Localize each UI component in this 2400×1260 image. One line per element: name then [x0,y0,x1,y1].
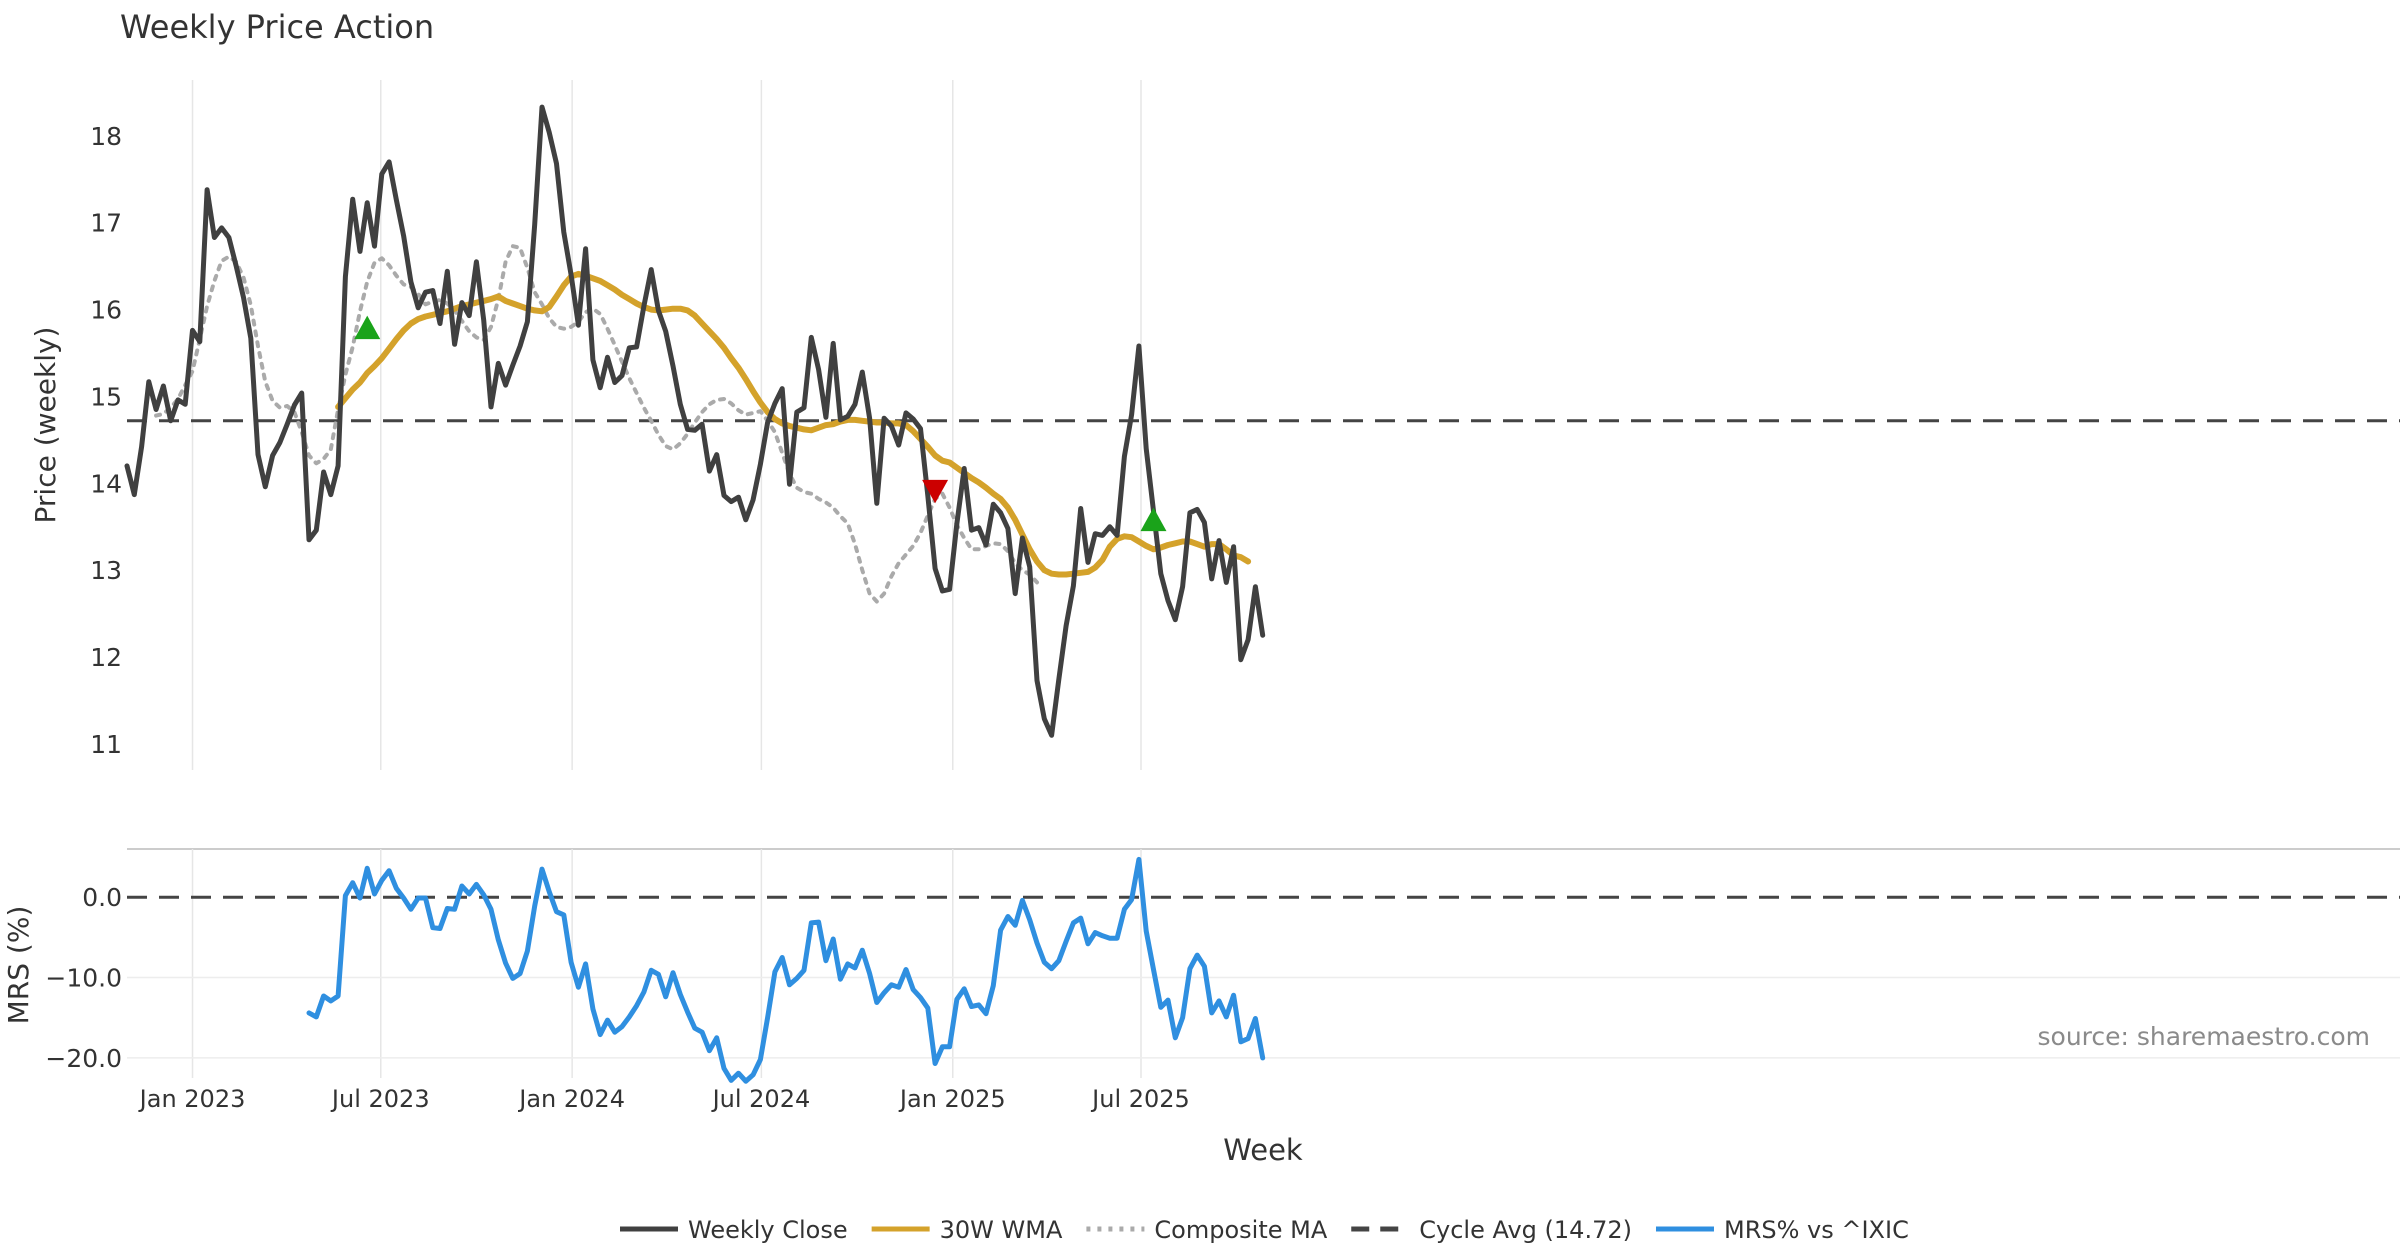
mrs-y-axis-label: MRS (%) [2,906,35,1025]
chart-title: Weekly Price Action [120,8,434,46]
price-y-tick: 15 [90,382,122,411]
legend-label: 30W WMA [940,1216,1063,1244]
price-y-tick: 12 [90,643,122,672]
price-y-tick: 14 [90,469,122,498]
x-tick-label: Jul 2024 [711,1085,811,1113]
sell-signal-marker [922,479,949,504]
mrs-vs-ixic-line [306,856,1266,1084]
price-y-tick: 13 [90,556,122,585]
x-axis-label: Week [1223,1133,1303,1167]
x-tick-labels: Jan 2023 Jul 2023 Jan 2024 Jul 2024 Jan 2025… [138,1085,1190,1113]
x-tick-label: Jan 2024 [517,1085,625,1113]
buy-signal-marker [1140,507,1167,532]
mrs-y-tick: 0.0 [82,883,122,912]
legend-label: Weekly Close [688,1216,848,1244]
buy-signal-marker [354,315,381,340]
weekly-close-line [124,104,1266,738]
x-tick-label: Jul 2023 [330,1085,430,1113]
x-tick-label: Jul 2025 [1090,1085,1190,1113]
mrs-y-tick: −10.0 [45,964,122,993]
price-y-axis-label: Price (weekly) [29,327,62,524]
mrs-series [306,856,1266,1084]
source-watermark: source: sharemaestro.com [2038,1022,2371,1051]
signal-markers [354,315,1167,532]
price-y-tick: 16 [90,296,122,325]
price-y-tick-labels: 11 12 13 14 15 16 17 18 [90,122,122,759]
mrs-y-tick-labels: 0.0 −10.0 −20.0 [45,883,122,1073]
legend: Weekly Close 30W WMA Composite MA Cycle Avg… [620,1216,1909,1244]
price-y-tick: 11 [90,730,122,759]
mrs-y-tick: −20.0 [45,1044,122,1073]
x-tick-label: Jan 2025 [898,1085,1006,1113]
legend-label: MRS% vs ^IXIC [1724,1216,1909,1244]
price-y-tick: 18 [90,122,122,151]
legend-label: Cycle Avg (14.72) [1419,1216,1632,1244]
price-y-tick: 17 [90,209,122,238]
legend-label: Composite MA [1154,1216,1327,1244]
x-tick-label: Jan 2023 [138,1085,246,1113]
price-series [124,104,1266,738]
